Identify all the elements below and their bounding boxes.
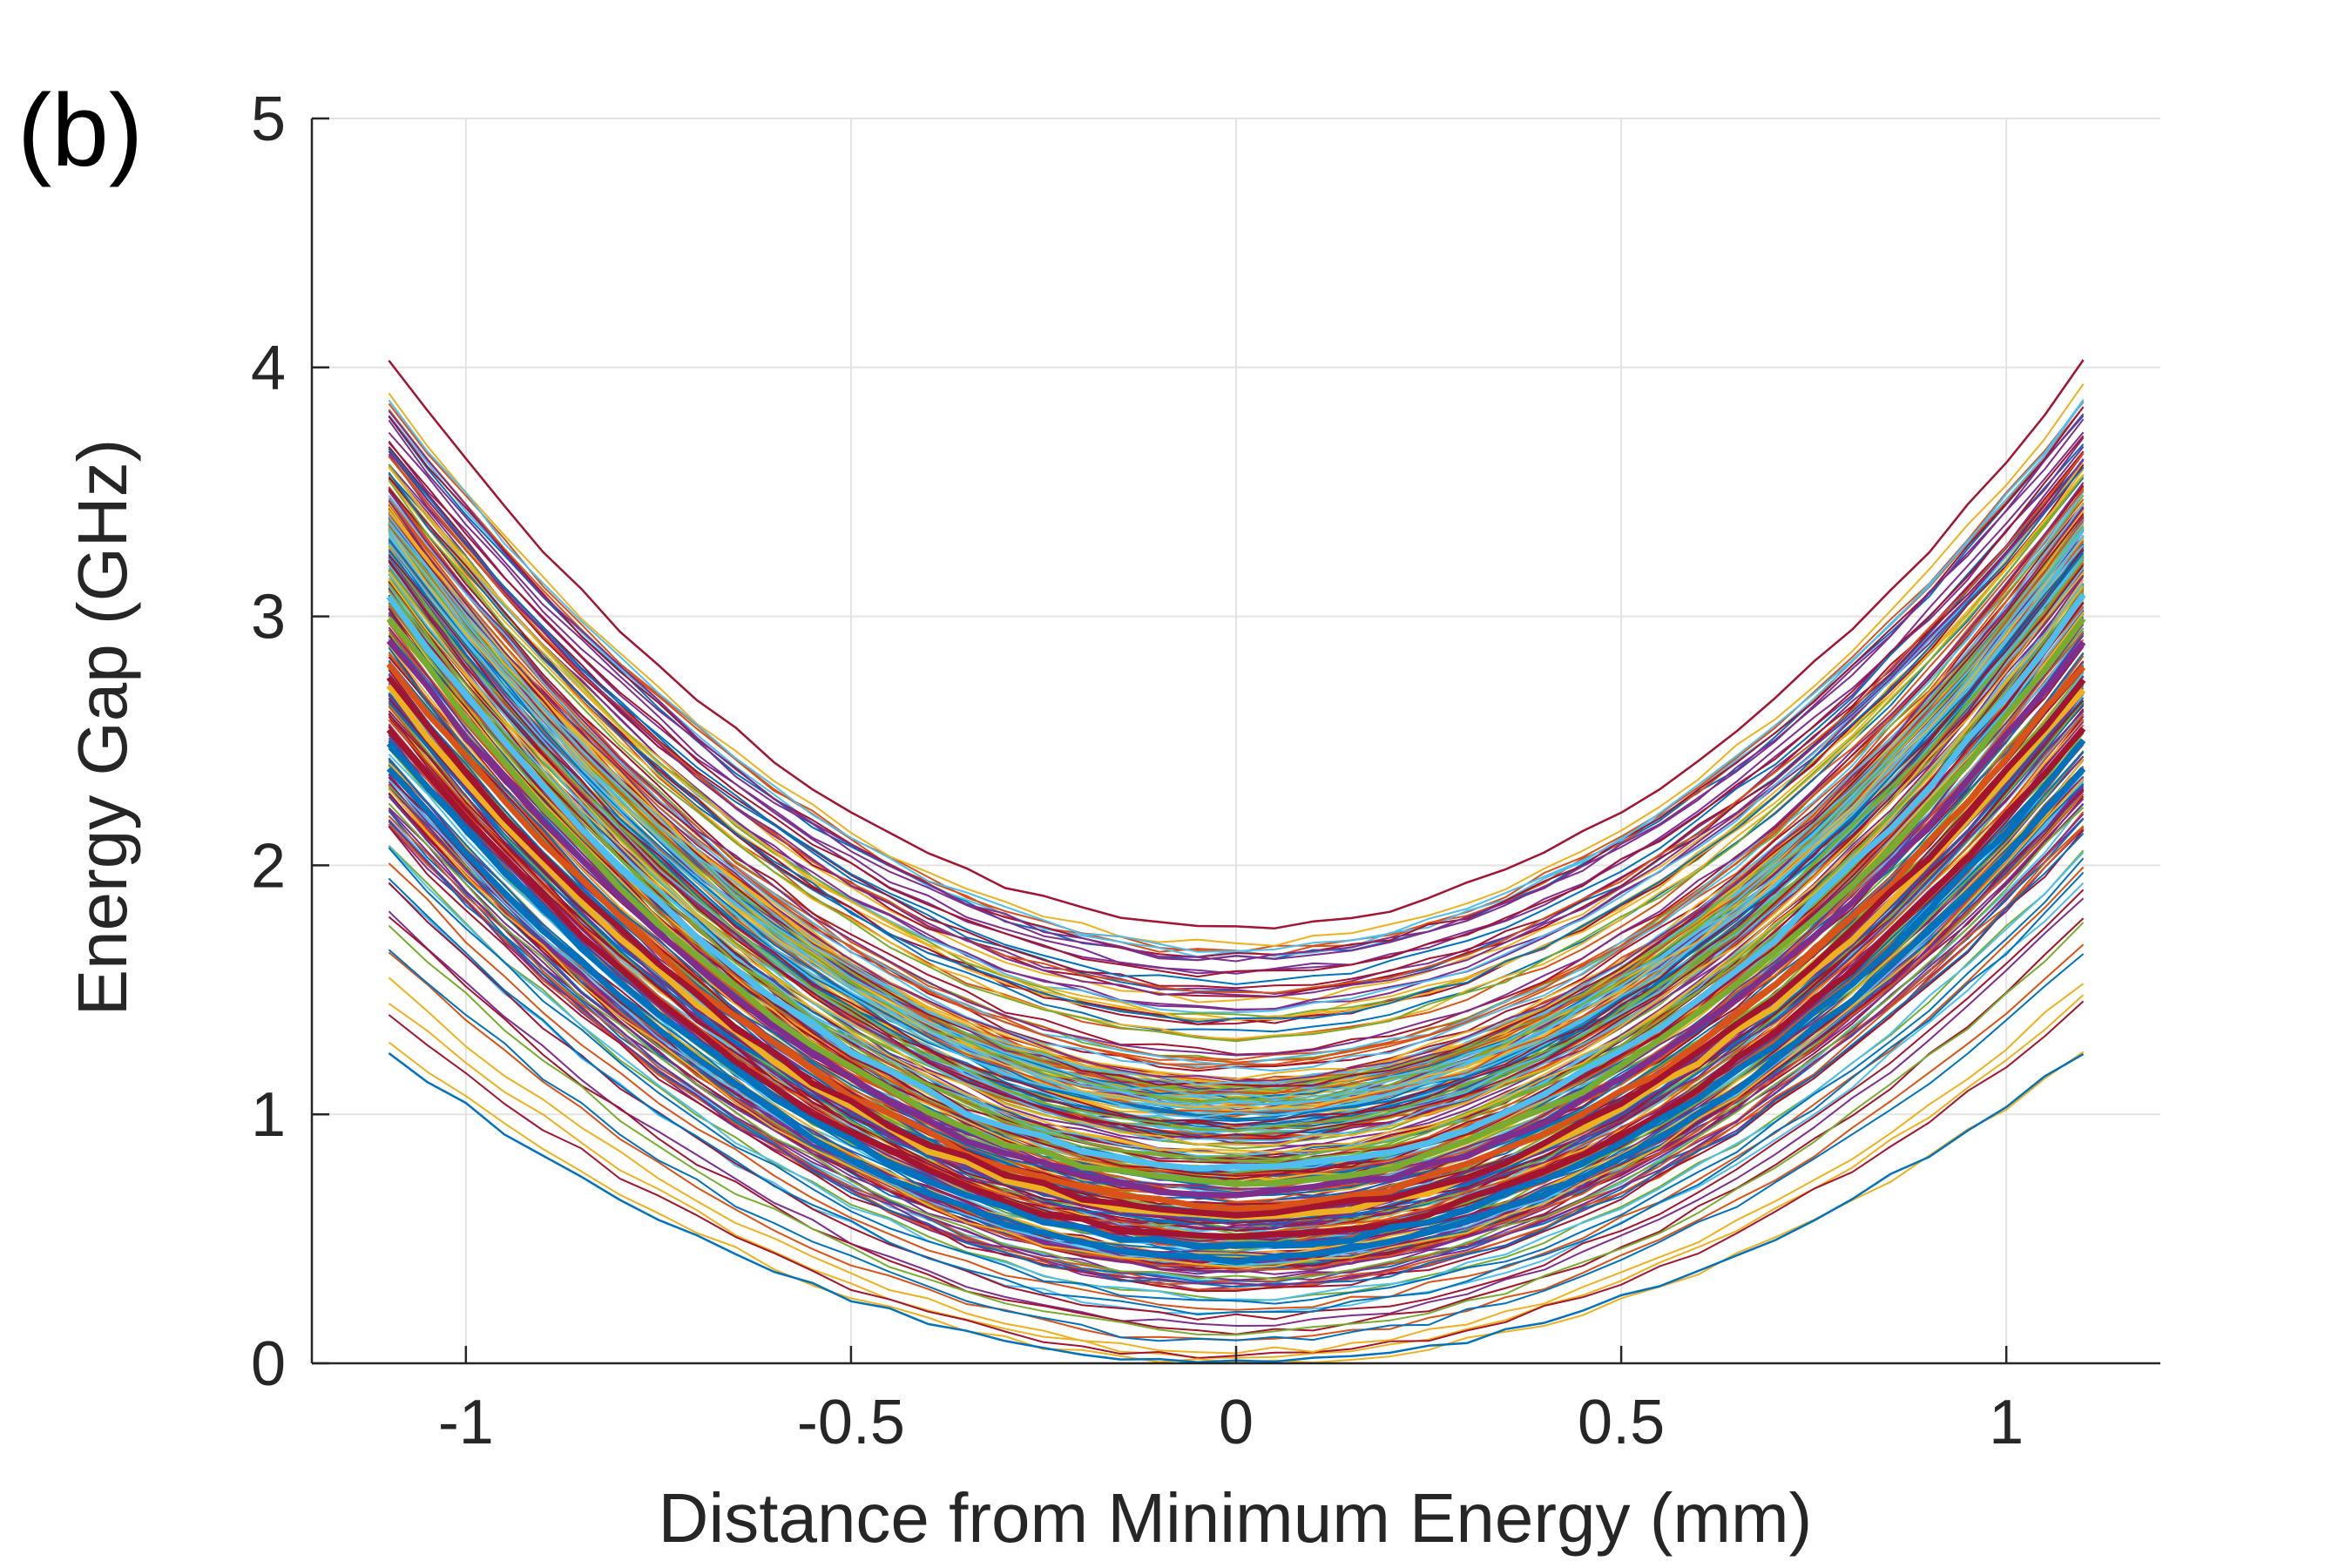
y-tick-labels: 0 1 2 3 4 5 bbox=[251, 84, 286, 1399]
y-tick-label: 0 bbox=[251, 1329, 286, 1399]
curve bbox=[388, 500, 2085, 1082]
curve bbox=[388, 504, 2085, 1085]
y-tick-label: 1 bbox=[251, 1080, 286, 1150]
curve bbox=[388, 847, 2085, 1305]
curve bbox=[388, 813, 2085, 1287]
curve bbox=[388, 826, 2085, 1293]
curve bbox=[388, 768, 2085, 1265]
curve bbox=[388, 489, 2085, 1070]
curve bbox=[388, 862, 2085, 1311]
x-tick-labels: -1 -0.5 0 0.5 1 bbox=[438, 1388, 2024, 1457]
curve bbox=[388, 949, 2085, 1342]
curve bbox=[388, 845, 2085, 1301]
curve bbox=[388, 590, 2085, 1165]
curve bbox=[386, 675, 2086, 1219]
curve bbox=[388, 567, 2085, 1142]
x-tick-label: 1 bbox=[1989, 1388, 2024, 1457]
curve bbox=[388, 359, 2085, 929]
curve bbox=[388, 897, 2085, 1327]
curve bbox=[386, 726, 2086, 1240]
y-axis-label: Energy Gap (GHz) bbox=[64, 439, 141, 1016]
curve bbox=[388, 543, 2085, 1119]
curve bbox=[388, 871, 2085, 1315]
curve bbox=[386, 592, 2086, 1172]
x-tick-label: 0 bbox=[1219, 1388, 1254, 1457]
curve bbox=[388, 383, 2085, 947]
curve bbox=[388, 466, 2085, 1023]
curve bbox=[386, 617, 2086, 1187]
curve bbox=[388, 473, 2085, 1033]
curve bbox=[388, 693, 2085, 1226]
curve bbox=[388, 787, 2085, 1271]
curve bbox=[388, 922, 2085, 1336]
curve bbox=[386, 639, 2086, 1199]
curve bbox=[388, 553, 2085, 1132]
curve bbox=[388, 482, 2085, 1057]
curve bbox=[388, 406, 2085, 958]
curve bbox=[386, 662, 2086, 1213]
curve bbox=[388, 410, 2085, 963]
curve bbox=[388, 521, 2085, 1099]
curve bbox=[388, 513, 2085, 1087]
curve bbox=[388, 443, 2085, 985]
curve bbox=[388, 435, 2085, 978]
curve bbox=[388, 548, 2085, 1126]
curve bbox=[388, 639, 2085, 1203]
x-tick-label: -1 bbox=[438, 1388, 494, 1457]
curve bbox=[388, 578, 2085, 1153]
curve bbox=[388, 474, 2085, 1043]
y-tick-label: 4 bbox=[251, 334, 286, 403]
curve bbox=[388, 452, 2085, 994]
x-axis-label: Distance from Minimum Energy (mm) bbox=[659, 1479, 1813, 1557]
axes bbox=[310, 117, 2160, 1365]
y-tick-label: 5 bbox=[251, 84, 286, 154]
curve bbox=[388, 571, 2085, 1147]
curve bbox=[386, 766, 2086, 1266]
curve bbox=[388, 773, 2085, 1267]
y-tick-label: 2 bbox=[251, 831, 286, 901]
curve bbox=[388, 399, 2085, 953]
curve bbox=[386, 738, 2086, 1251]
curve bbox=[388, 542, 2085, 1122]
curve bbox=[388, 778, 2085, 1268]
curve bbox=[388, 802, 2085, 1280]
curve bbox=[388, 527, 2085, 1105]
series-group bbox=[386, 359, 2086, 1364]
curve bbox=[388, 601, 2085, 1180]
x-tick-label: 0.5 bbox=[1578, 1388, 1665, 1457]
curve bbox=[388, 560, 2085, 1139]
curve bbox=[388, 821, 2085, 1288]
x-tick-label: -0.5 bbox=[797, 1388, 905, 1457]
curve bbox=[388, 450, 2085, 997]
curve bbox=[388, 474, 2085, 1040]
curve bbox=[388, 446, 2085, 990]
y-tick-label: 3 bbox=[251, 583, 286, 652]
panel-label: (b) bbox=[17, 73, 143, 188]
